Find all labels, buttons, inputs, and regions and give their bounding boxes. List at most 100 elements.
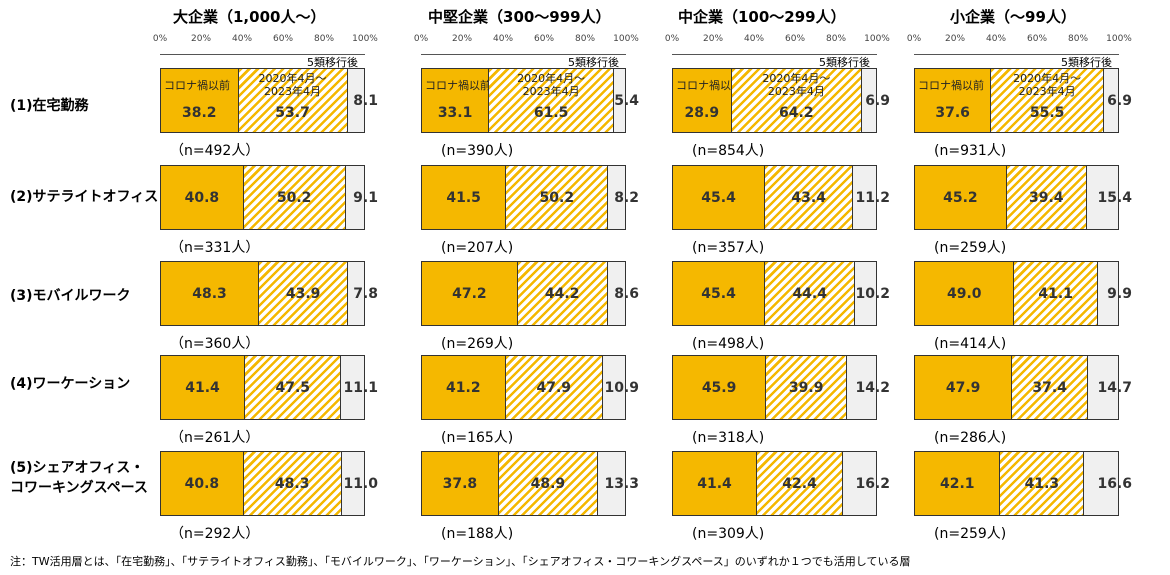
legend-during-label: 2020年4月～ 2023年4月 <box>762 72 831 98</box>
sample-size-label: (n=259人) <box>934 240 1007 256</box>
data-label: 42.1 <box>939 475 975 492</box>
segment-after: 14.2 <box>847 356 890 419</box>
axis-tick-label: 60% <box>1026 34 1048 44</box>
segment-during: 47.9 <box>505 356 603 419</box>
segment-during: 39.4 <box>1006 166 1087 229</box>
stacked-bar: 45.2 39.4 15.4 <box>914 165 1132 230</box>
segment-before: 45.2 <box>915 166 1007 229</box>
sample-size-label: （n=261人） <box>170 430 260 446</box>
segment-during: 41.3 <box>1000 452 1085 515</box>
panel-title: 中堅企業（300～999人） <box>428 8 611 26</box>
data-label: 43.4 <box>791 189 826 206</box>
segment-before: 41.4 <box>161 356 246 419</box>
data-label: 47.5 <box>275 379 311 396</box>
segment-before: 45.4 <box>673 166 766 229</box>
segment-after: 16.6 <box>1084 452 1132 515</box>
segment-before: 28.9 コロナ禍以前 <box>673 69 742 132</box>
data-label: 16.6 <box>1097 475 1132 492</box>
data-label: 48.9 <box>530 475 566 492</box>
segment-before: 49.0 <box>915 262 1015 325</box>
legend-after-label: 5類移行後 <box>307 56 358 69</box>
sample-size-label: (n=188人) <box>441 526 514 542</box>
data-label: 39.9 <box>788 379 824 396</box>
segment-before: 38.2 コロナ禍以前 <box>161 69 239 132</box>
data-label: 41.3 <box>1024 475 1060 492</box>
sample-size-label: (n=854人) <box>692 143 765 159</box>
data-label: 44.4 <box>792 285 827 302</box>
stacked-bar: 41.4 47.5 11.1 <box>160 355 378 420</box>
stacked-bar: 28.9 コロナ禍以前 64.2 2020年4月～ 2023年4月 6.9 <box>672 68 890 133</box>
data-label: 41.1 <box>1038 285 1073 302</box>
axis-tick-label: 0% <box>152 34 168 44</box>
sample-size-label: (n=309人) <box>692 526 765 542</box>
legend-during-label: 2020年4月～ 2023年4月 <box>517 72 586 98</box>
data-label: 15.4 <box>1097 189 1132 206</box>
data-label: 45.4 <box>701 189 736 206</box>
sample-size-label: (n=318人) <box>692 430 765 446</box>
sample-size-label: （n=492人） <box>170 143 260 159</box>
row-label: (3)モバイルワーク <box>10 288 131 304</box>
legend-during-label: 2020年4月～ 2023年4月 <box>258 72 327 98</box>
data-label: 10.9 <box>604 379 639 396</box>
segment-before: 47.9 <box>915 356 1013 419</box>
axis-tick-label: 40% <box>743 34 765 44</box>
sample-size-label: （n=292人） <box>170 526 260 542</box>
axis-tick-label: 0% <box>906 34 922 44</box>
axis-line <box>421 54 626 55</box>
legend-after-label: 5類移行後 <box>819 56 870 69</box>
data-label: 50.2 <box>539 189 575 206</box>
data-label: 8.2 <box>614 189 639 206</box>
data-label: 14.7 <box>1097 379 1132 396</box>
stacked-bar: 45.9 39.9 14.2 <box>672 355 890 420</box>
axis-tick-label: 40% <box>231 34 253 44</box>
legend-during-label: 2020年4月～ 2023年4月 <box>1013 72 1082 98</box>
axis-tick-label: 80% <box>825 34 847 44</box>
axis-tick-label: 20% <box>190 34 212 44</box>
data-label: 47.2 <box>452 285 487 302</box>
data-label: 49.0 <box>946 285 982 302</box>
segment-after: 6.9 <box>1103 69 1132 132</box>
data-label: 37.4 <box>1032 379 1067 396</box>
data-label: 11.2 <box>855 189 890 206</box>
data-label: 10.2 <box>855 285 890 302</box>
axis-tick-label: 100% <box>864 34 890 44</box>
stacked-bar: 47.2 44.2 8.6 <box>421 261 639 326</box>
segment-after: 9.1 <box>345 166 378 229</box>
axis-tick-label: 100% <box>352 34 378 44</box>
stacked-bar: 41.2 47.9 10.9 <box>421 355 639 420</box>
sample-size-label: (n=498人) <box>692 336 765 352</box>
segment-before: 37.8 <box>422 452 499 515</box>
segment-before: 40.8 <box>161 166 244 229</box>
data-label: 45.4 <box>701 285 736 302</box>
stacked-bar: 38.2 コロナ禍以前 53.7 2020年4月～ 2023年4月 8.1 <box>160 68 378 133</box>
data-label: 11.1 <box>343 379 379 396</box>
sample-size-label: (n=207人) <box>441 240 514 256</box>
stacked-bar: 41.5 50.2 8.2 <box>421 165 639 230</box>
segment-after: 10.2 <box>855 262 890 325</box>
segment-during: 50.2 <box>243 166 346 229</box>
stacked-bar: 33.1 コロナ禍以前 61.5 2020年4月～ 2023年4月 5.4 <box>421 68 639 133</box>
segment-during: 47.5 <box>245 356 342 419</box>
axis-tick-label: 100% <box>613 34 639 44</box>
axis-line <box>672 54 877 55</box>
segment-before: 33.1 コロナ禍以前 <box>422 69 491 132</box>
segment-after: 7.8 <box>348 262 378 325</box>
segment-during: 48.3 <box>243 452 342 515</box>
row-label: (1)在宅勤務 <box>10 98 89 114</box>
segment-during: 55.5 2020年4月～ 2023年4月 <box>991 69 1104 132</box>
data-label: 11.0 <box>343 475 378 492</box>
legend-before-label: コロナ禍以前 <box>918 79 984 92</box>
data-label: 42.4 <box>782 475 817 492</box>
data-label: 13.3 <box>604 475 639 492</box>
data-label: 41.4 <box>697 475 732 492</box>
segment-before: 48.3 <box>161 262 260 325</box>
row-label: (4)ワーケーション <box>10 376 131 392</box>
data-label: 45.9 <box>701 379 737 396</box>
stacked-bar: 40.8 50.2 9.1 <box>160 165 378 230</box>
stacked-bar: 49.0 41.1 9.9 <box>914 261 1132 326</box>
row-label: (2)サテライトオフィス <box>10 189 159 205</box>
data-label: 8.6 <box>614 285 639 302</box>
segment-after: 5.4 <box>614 69 639 132</box>
data-label: 41.2 <box>446 379 481 396</box>
data-label: 16.2 <box>855 475 890 492</box>
